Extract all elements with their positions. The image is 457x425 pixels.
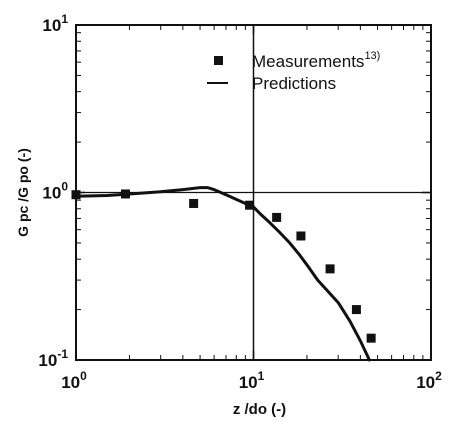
y-tick-label-exponent: 0 [61,180,68,194]
y-tick-label: 100 [42,180,68,203]
legend: Measurements13) Predictions [207,50,380,93]
x-tick-label-base: 10 [416,373,435,392]
x-tick-label-exponent: 1 [258,369,265,383]
x-tick-label: 102 [416,369,442,392]
y-tick-label-base: 10 [42,184,61,203]
y-axis-title: G pc /G po (-) [15,148,31,237]
y-tick-label-base: 10 [42,16,61,35]
prediction-line [74,186,371,362]
legend-label-predictions: Predictions [252,74,336,93]
measurement-point [325,264,335,274]
x-tick-label: 100 [61,369,87,392]
axis-ticks [75,24,432,361]
measurement-point [351,305,361,315]
y-tick-label: 101 [42,12,68,35]
y-tick-label-exponent: 1 [61,12,68,26]
x-tick-labels: 100 101 102 [61,369,442,392]
y-tick-label-base: 10 [38,351,57,370]
series [71,186,376,362]
x-axis-title: z /do (-) [233,401,286,418]
measurement-point [366,333,376,343]
legend-label-measurements: Measurements13) [252,50,380,71]
measurement-point [189,198,199,208]
measurement-point [296,231,306,241]
legend-marker-measurements [214,56,223,65]
x-tick-label-base: 10 [239,373,258,392]
x-tick-label-base: 10 [61,373,80,392]
measurement-point [272,212,282,222]
legend-label-measurements-sup: 13) [364,50,380,62]
y-tick-label-exponent: -1 [57,347,68,361]
legend-label-measurements-text: Measurements [252,52,364,71]
y-tick-label: 10-1 [38,347,68,370]
x-tick-label-exponent: 0 [80,369,87,383]
x-tick-label-exponent: 2 [435,369,442,383]
x-tick-label: 101 [239,369,265,392]
